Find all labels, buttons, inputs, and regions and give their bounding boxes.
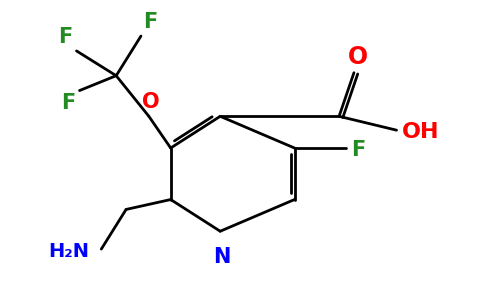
Text: H₂N: H₂N	[48, 242, 90, 261]
Text: O: O	[348, 45, 368, 69]
Text: N: N	[213, 247, 231, 267]
Text: F: F	[351, 140, 365, 160]
Text: OH: OH	[402, 122, 439, 142]
Text: O: O	[142, 92, 160, 112]
Text: F: F	[59, 27, 73, 47]
Text: F: F	[61, 92, 76, 112]
Text: F: F	[143, 12, 157, 32]
